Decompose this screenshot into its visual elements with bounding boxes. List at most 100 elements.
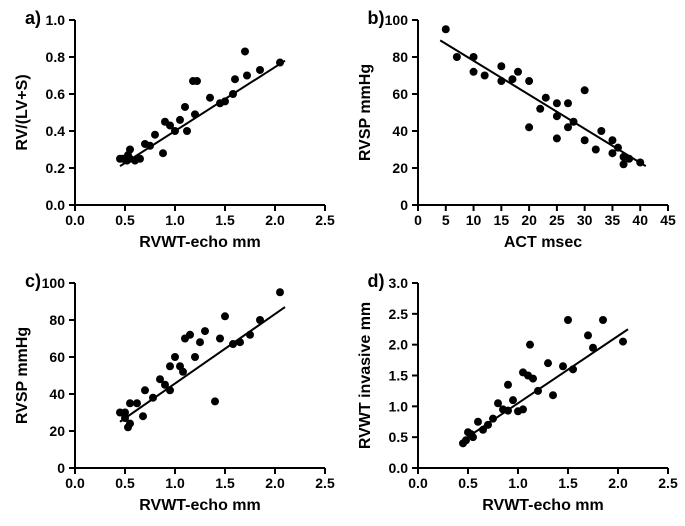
data-point	[166, 386, 174, 394]
x-tick-label: 45	[660, 212, 676, 228]
panel-label: c)	[25, 271, 41, 292]
y-tick-label: 100	[384, 12, 408, 28]
data-point	[171, 127, 179, 135]
y-tick-label: 60	[392, 86, 408, 102]
y-tick-label: 0	[57, 460, 65, 476]
scatter-plot: 0.00.51.01.52.02.5020406080100RVWT-echo …	[0, 263, 343, 526]
data-point	[589, 344, 597, 352]
x-tick-label: 0.5	[458, 475, 478, 491]
y-tick-label: 0.2	[46, 160, 66, 176]
y-tick-label: 100	[42, 275, 66, 291]
y-tick-label: 80	[49, 312, 65, 328]
data-point	[614, 144, 622, 152]
y-axis-label: RVSP mmHg	[357, 64, 374, 161]
y-tick-label: 0	[400, 197, 408, 213]
data-point	[136, 155, 144, 163]
data-point	[504, 381, 512, 389]
data-point	[564, 316, 572, 324]
data-point	[141, 386, 149, 394]
x-tick-label: 0.5	[115, 475, 135, 491]
data-point	[526, 341, 534, 349]
y-tick-label: 0.0	[388, 460, 408, 476]
scatter-plot: 051015202530354045020406080100ACT msecRV…	[343, 0, 685, 263]
x-axis-label: ACT msec	[503, 234, 581, 251]
x-tick-label: 1.0	[165, 475, 185, 491]
y-tick-label: 0.0	[46, 197, 66, 213]
y-tick-label: 0.6	[46, 86, 66, 102]
data-point	[519, 405, 527, 413]
data-point	[246, 331, 254, 339]
data-point	[139, 412, 147, 420]
data-point	[256, 316, 264, 324]
data-point	[191, 110, 199, 118]
data-point	[536, 105, 544, 113]
data-point	[569, 118, 577, 126]
data-point	[497, 62, 505, 70]
data-point	[159, 149, 167, 157]
y-tick-label: 1.5	[388, 368, 408, 384]
x-tick-label: 2.0	[265, 475, 285, 491]
x-tick-label: 1.0	[165, 212, 185, 228]
data-point	[193, 77, 201, 85]
x-tick-label: 1.0	[508, 475, 528, 491]
data-point	[469, 68, 477, 76]
data-point	[591, 146, 599, 154]
data-point	[580, 86, 588, 94]
data-point	[126, 399, 134, 407]
data-point	[151, 131, 159, 139]
data-point	[452, 53, 460, 61]
data-point	[494, 399, 502, 407]
panel-label: b)	[368, 8, 385, 29]
data-point	[149, 394, 157, 402]
data-point	[133, 399, 141, 407]
data-point	[474, 418, 482, 426]
data-point	[480, 72, 488, 80]
data-point	[549, 391, 557, 399]
data-point	[544, 359, 552, 367]
data-point	[564, 99, 572, 107]
data-point	[186, 331, 194, 339]
data-point	[191, 353, 199, 361]
panel-label: a)	[25, 8, 41, 29]
y-tick-label: 0.8	[46, 49, 66, 65]
y-axis-label: RVSP mmHg	[14, 327, 31, 424]
data-point	[559, 362, 567, 370]
x-axis-label: RVWT-echo mm	[139, 234, 261, 251]
x-tick-label: 2.0	[265, 212, 285, 228]
data-point	[608, 136, 616, 144]
data-point	[489, 415, 497, 423]
panel-d: d)0.00.51.01.52.02.50.00.51.01.52.02.53.…	[343, 263, 685, 526]
data-point	[171, 353, 179, 361]
data-point	[529, 375, 537, 383]
data-point	[216, 335, 224, 343]
data-point	[597, 127, 605, 135]
data-point	[179, 368, 187, 376]
x-tick-label: 2.5	[315, 212, 335, 228]
data-point	[206, 94, 214, 102]
data-point	[552, 134, 560, 142]
x-axis-label: RVWT-echo mm	[482, 497, 604, 514]
x-tick-label: 1.5	[215, 212, 235, 228]
regression-line	[120, 307, 285, 422]
x-tick-label: 35	[604, 212, 620, 228]
data-point	[211, 397, 219, 405]
data-point	[525, 123, 533, 131]
data-point	[504, 407, 512, 415]
chart-grid: a) 0.0 0.5 1.0 1.5 2.0 2.5 0.0 0.2 0.4 0.6 0.8 1.0 RV…	[0, 0, 685, 526]
data-point	[569, 365, 577, 373]
data-point	[534, 387, 542, 395]
y-tick-label: 40	[49, 386, 65, 402]
panel-label: d)	[368, 271, 385, 292]
data-point	[441, 25, 449, 33]
data-point	[231, 75, 239, 83]
y-tick-label: 2.5	[388, 306, 408, 322]
data-point	[276, 288, 284, 296]
y-tick-label: 0.4	[46, 123, 66, 139]
y-tick-label: 20	[392, 160, 408, 176]
x-tick-label: 1.5	[215, 475, 235, 491]
scatter-plot: 0.00.51.01.52.02.50.00.20.40.60.81.0RVWT…	[0, 0, 343, 263]
data-point	[183, 127, 191, 135]
y-tick-label: 1.0	[388, 398, 408, 414]
data-point	[276, 59, 284, 67]
data-point	[126, 146, 134, 154]
